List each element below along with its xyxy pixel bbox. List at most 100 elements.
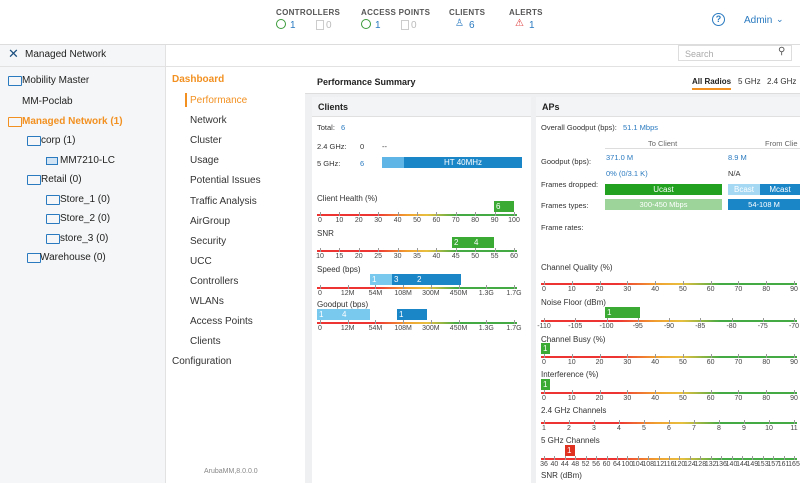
menu-item[interactable]: Network (190, 115, 227, 127)
menu-item[interactable]: Cluster (190, 135, 222, 147)
search-icon: ⚲ (778, 46, 786, 57)
tree-item[interactable]: MM-Poclab (22, 96, 73, 107)
tick-mark (599, 354, 601, 358)
tick-mark (514, 320, 515, 324)
help-icon[interactable]: ? (712, 13, 725, 26)
tree-item[interactable]: Mobility Master (22, 75, 90, 86)
menu-item[interactable]: Access Points (190, 316, 253, 328)
menu-item[interactable]: Controllers (190, 275, 239, 287)
menu-item[interactable]: UCC (190, 255, 212, 267)
folder-icon (46, 214, 60, 224)
tick-label: 45 (451, 253, 460, 260)
tick-label: 90 (790, 395, 798, 402)
menu-item[interactable]: Clients (190, 336, 221, 348)
menu-item[interactable]: AirGroup (190, 215, 231, 227)
histogram-bar[interactable]: 1 (397, 309, 427, 320)
tick-mark (655, 390, 657, 394)
tick-mark (738, 281, 740, 285)
tick-label: 64 (613, 461, 621, 468)
tick-mark (627, 354, 629, 358)
tick-mark (655, 281, 657, 285)
tick-mark (710, 390, 712, 394)
tick-mark (606, 456, 608, 460)
radio-tab[interactable]: 2.4 GHz (767, 77, 797, 86)
tick-label: 161 (777, 461, 790, 468)
user-menu[interactable]: Admin (744, 15, 773, 26)
folder-icon (27, 253, 41, 263)
menu-item[interactable]: Usage (190, 155, 219, 167)
ap-value: 8.9 M (728, 153, 747, 162)
tick-label: 8 (717, 425, 721, 432)
stat-label[interactable]: ACCESS POINTS (361, 8, 431, 17)
stat-count[interactable]: 1 (529, 20, 535, 31)
tick-label: 0 (318, 325, 322, 332)
tick-label: 0 (542, 395, 546, 402)
histogram-bar[interactable]: 1 (370, 274, 392, 285)
tick-label: 40 (651, 359, 660, 366)
version: ArubaMM,8.0.0.0 (204, 468, 258, 475)
histogram-bar[interactable]: 2 (452, 237, 472, 248)
stat-up[interactable]: 1 (290, 20, 296, 31)
tick-mark (475, 212, 477, 216)
histogram-bar[interactable]: 6 (494, 201, 514, 212)
menu-section[interactable]: Dashboard (172, 74, 225, 85)
tick-mark (378, 212, 380, 216)
tick-label: 104 (631, 461, 644, 468)
histogram-bar[interactable]: 4 (340, 309, 370, 320)
tree-item[interactable]: Store_1 (0) (60, 194, 111, 205)
menu-item[interactable]: Performance (190, 95, 248, 106)
clients-title: Clients (318, 102, 349, 112)
histogram-bar[interactable]: 1 (605, 307, 640, 318)
histogram-bar[interactable]: 2 (415, 274, 461, 285)
tree-item[interactable]: Store_2 (0) (60, 213, 111, 224)
tick-mark (627, 281, 629, 285)
tree-item[interactable]: MM7210-LC (60, 155, 116, 166)
tree-item[interactable]: Warehouse (0) (40, 252, 106, 263)
histogram-bar[interactable]: 1 (541, 379, 550, 390)
tick-mark (458, 320, 460, 324)
tick-mark (762, 318, 764, 322)
tick-label: 50 (413, 217, 421, 224)
stat-count[interactable]: 6 (469, 20, 475, 31)
stat-label[interactable]: ALERTS (509, 8, 543, 17)
tick-mark (347, 285, 349, 289)
menu-item[interactable]: Configuration (172, 356, 232, 367)
radio-tab[interactable]: All Radios (692, 77, 732, 90)
tick-mark (403, 285, 405, 289)
tick-mark (320, 248, 321, 252)
col-rule (605, 148, 800, 149)
tick-mark (731, 456, 733, 460)
tree-item[interactable]: Managed Network (1) (22, 116, 123, 127)
scale-line (541, 392, 797, 394)
tick-mark (599, 390, 601, 394)
tick-mark (494, 248, 496, 252)
tick-label: 60 (602, 461, 611, 468)
folder-icon (27, 136, 41, 146)
histogram-bar[interactable]: 4 (472, 237, 494, 248)
row-label: Total: (317, 123, 335, 132)
histogram-bar[interactable]: 1 (541, 343, 550, 354)
stat-label[interactable]: CONTROLLERS (276, 8, 341, 17)
menu-item[interactable]: Potential Issues (190, 175, 261, 187)
tick-label: 116 (663, 461, 675, 468)
tick-mark (569, 420, 570, 424)
menu-item[interactable]: Traffic Analysis (190, 195, 257, 207)
close-icon[interactable]: ✕ (8, 46, 19, 61)
tick-label: 50 (678, 395, 687, 402)
tick-label: 108 (642, 461, 654, 468)
tree-item[interactable]: corp (1) (41, 135, 76, 146)
histogram-bar[interactable]: 1 (317, 309, 340, 320)
search-box[interactable]: Search (678, 45, 792, 61)
tree-item[interactable]: store_3 (0) (60, 233, 109, 244)
stat-up[interactable]: 1 (375, 20, 381, 31)
tree-item[interactable]: Retail (0) (41, 174, 82, 185)
tick-label: -80 (726, 323, 737, 330)
menu-item[interactable]: WLANs (190, 296, 224, 307)
radio-tab[interactable]: 5 GHz (738, 77, 761, 86)
histogram-bar[interactable]: 3 (392, 274, 415, 285)
histogram-bar[interactable]: 1 (565, 445, 575, 456)
stat-label[interactable]: CLIENTS (449, 8, 486, 17)
menu-item[interactable]: Security (190, 235, 227, 247)
tick-mark (571, 390, 573, 394)
tick-mark (455, 248, 457, 252)
